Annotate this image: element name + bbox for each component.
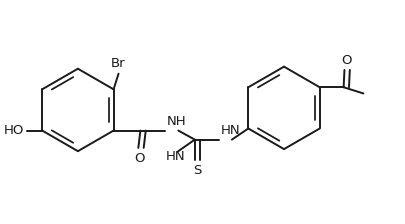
Text: HO: HO xyxy=(4,124,24,137)
Text: S: S xyxy=(193,164,201,177)
Text: HN: HN xyxy=(166,150,185,163)
Text: O: O xyxy=(342,54,352,67)
Text: Br: Br xyxy=(111,57,126,70)
Text: O: O xyxy=(135,152,145,165)
Text: HN: HN xyxy=(220,124,240,137)
Text: NH: NH xyxy=(167,115,186,128)
